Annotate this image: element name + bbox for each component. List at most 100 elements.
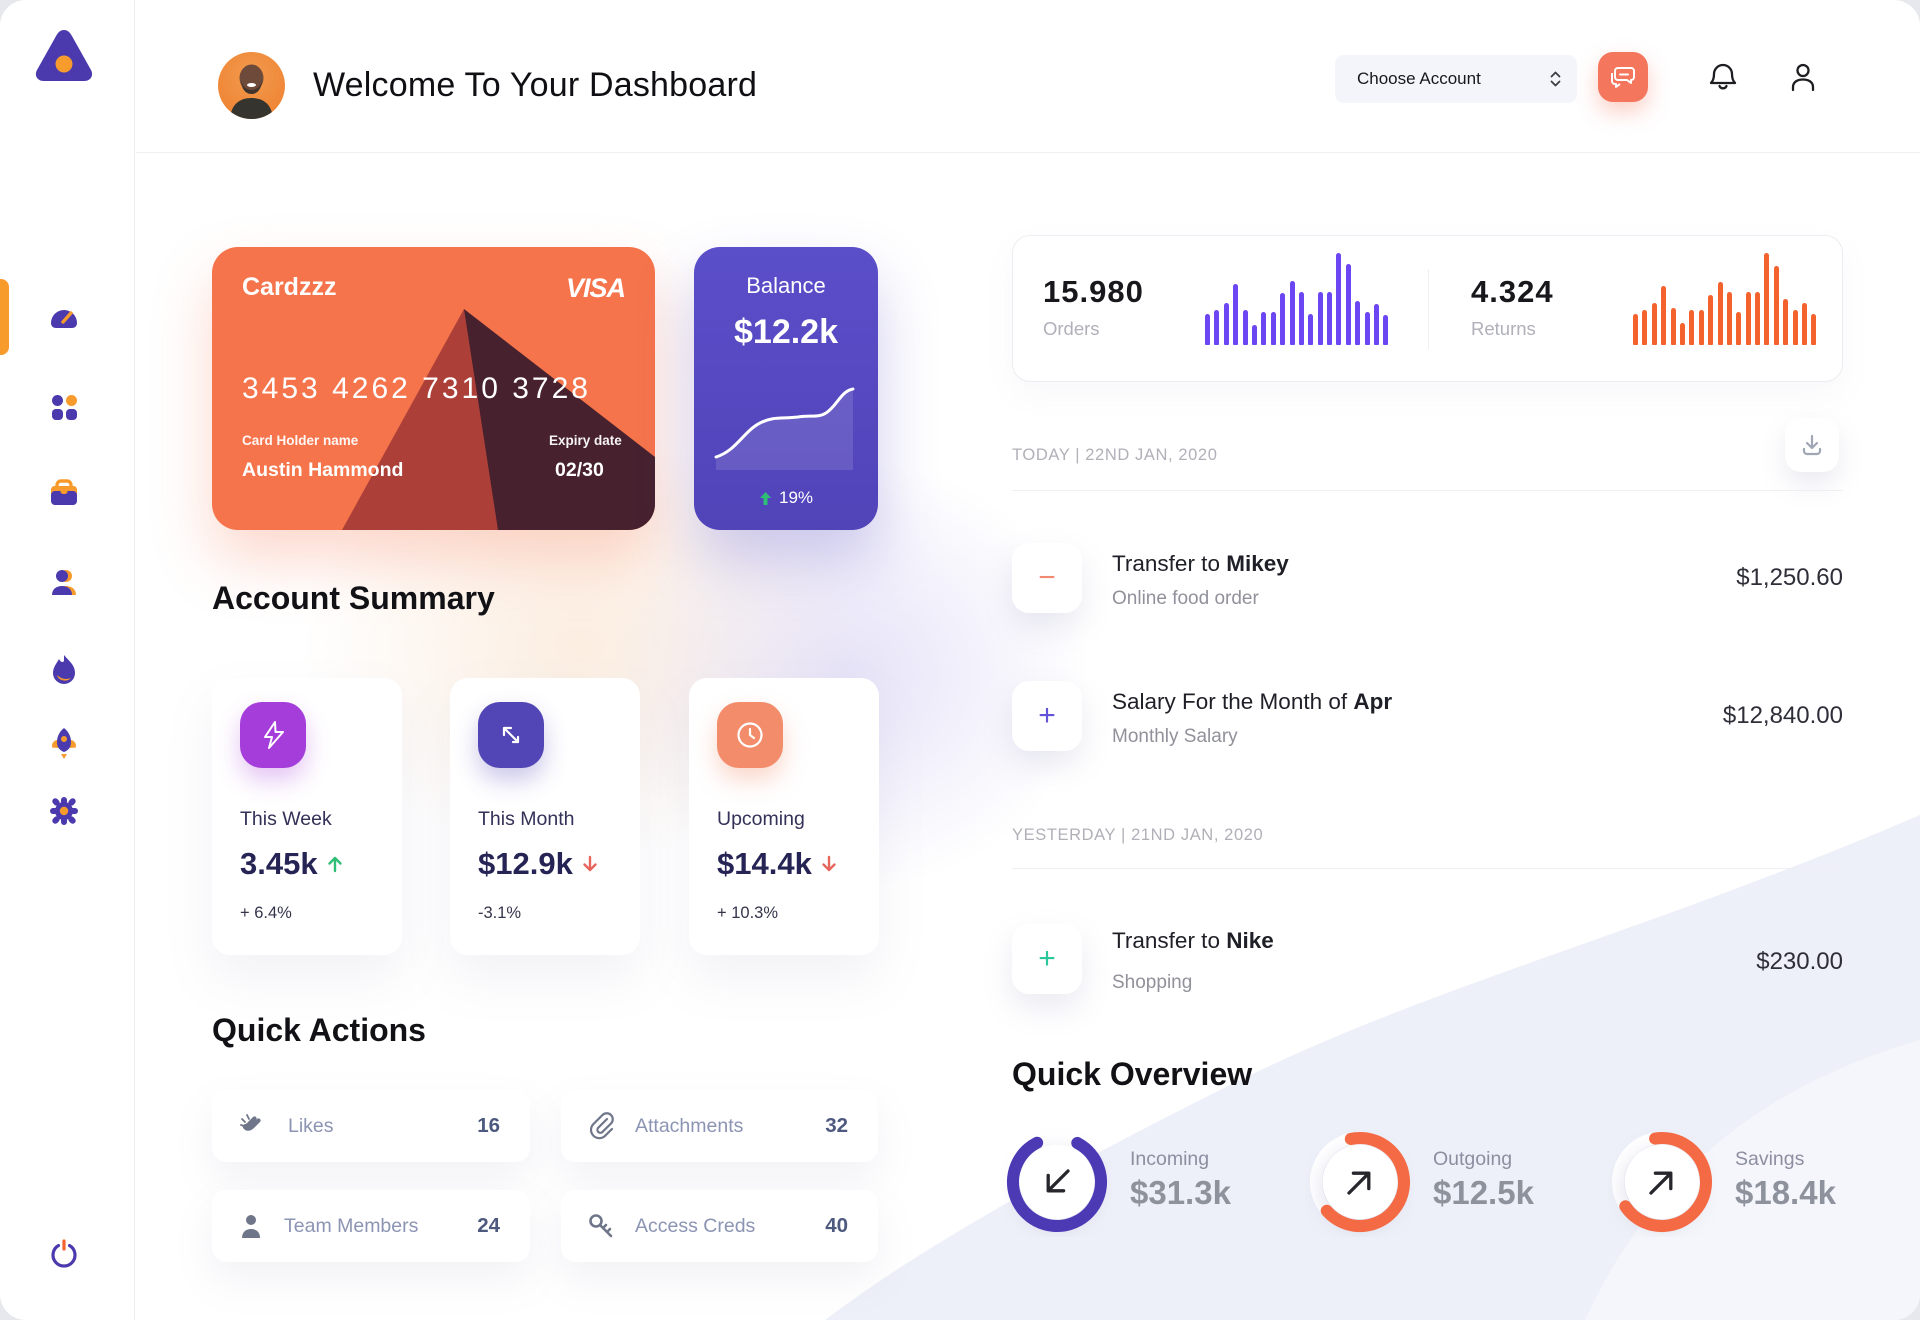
overview-value: $12.5k <box>1433 1174 1534 1211</box>
balance-sparkline <box>714 387 855 470</box>
quick-action-likes[interactable]: Likes 16 <box>212 1090 530 1162</box>
quick-action-count: 32 <box>825 1114 848 1137</box>
quick-action-count: 40 <box>825 1214 848 1237</box>
transaction-amount: $12,840.00 <box>1722 702 1843 729</box>
transaction-sign-plus: + <box>1012 681 1082 751</box>
trend-down-icon <box>822 855 836 872</box>
page-title: Welcome To Your Dashboard <box>313 66 758 104</box>
trend-up-icon <box>327 856 342 873</box>
summary-value: $14.4k <box>717 846 837 882</box>
summary-delta: + 6.4% <box>240 904 292 922</box>
divider <box>1012 868 1843 869</box>
summary-label: Upcoming <box>717 808 805 830</box>
stats-divider <box>1428 269 1429 349</box>
card-holder-name: Austin Hammond <box>242 459 404 481</box>
summary-value: $12.9k <box>478 846 598 882</box>
orders-returns-card: 15.980 Orders 4.324 Returns <box>1012 235 1843 382</box>
choose-account-select[interactable]: Choose Account <box>1335 55 1577 103</box>
balance-card[interactable]: Balance $12.2k 19% <box>694 247 878 530</box>
overview-label: Incoming <box>1130 1148 1210 1170</box>
summary-delta: + 10.3% <box>717 904 779 922</box>
summary-label: This Month <box>478 808 575 830</box>
transaction-sign-minus: − <box>1012 543 1082 613</box>
quick-actions-title: Quick Actions <box>212 1012 426 1048</box>
card-pyramid-graphic <box>342 309 655 530</box>
sidebar-item-launch-rocket-icon[interactable] <box>47 726 81 760</box>
diagonal-arrows-icon <box>478 702 544 768</box>
returns-value: 4.324 <box>1471 274 1554 309</box>
summary-card-this-week[interactable]: This Week 3.45k + 6.4% <box>212 678 402 955</box>
sidebar-item-settings-gear-icon[interactable] <box>47 794 81 828</box>
balance-value: $12.2k <box>734 313 838 351</box>
transaction-amount: $230.00 <box>1756 948 1843 975</box>
sidebar <box>0 0 135 1320</box>
visa-logo: VISA <box>565 273 626 303</box>
quick-action-count: 24 <box>477 1214 500 1237</box>
select-chevrons-icon <box>1550 71 1561 87</box>
card-name: Cardzzz <box>242 273 337 301</box>
quick-action-count: 16 <box>477 1114 500 1137</box>
transaction-title: Transfer to Nike <box>1112 928 1274 953</box>
card-number: 3453 4262 7310 3728 <box>242 372 591 405</box>
overview-value: $18.4k <box>1735 1174 1836 1211</box>
sidebar-item-people-user-icon[interactable] <box>47 566 81 600</box>
outgoing-donut <box>1309 1131 1411 1233</box>
orders-label: Orders <box>1043 318 1100 339</box>
expiry-date: 02/30 <box>555 459 604 481</box>
download-button[interactable] <box>1785 418 1839 472</box>
transaction-amount: $1,250.60 <box>1736 564 1843 591</box>
divider <box>1012 490 1843 491</box>
overview-label: Savings <box>1735 1148 1805 1170</box>
paperclip-icon <box>589 1112 614 1140</box>
user-avatar[interactable] <box>218 52 285 119</box>
card-holder-label: Card Holder name <box>242 433 359 448</box>
account-summary-title: Account Summary <box>212 580 495 616</box>
logout-power-icon[interactable] <box>47 1237 81 1271</box>
quick-action-label: Team Members <box>284 1214 419 1237</box>
credit-card[interactable]: Cardzzz VISA 3453 4262 7310 3728 Card Ho… <box>212 247 655 530</box>
quick-action-team-members[interactable]: Team Members 24 <box>212 1190 530 1262</box>
chat-bubbles-icon <box>1611 67 1635 88</box>
balance-label: Balance <box>746 273 826 298</box>
key-icon <box>589 1214 613 1238</box>
quick-action-attachments[interactable]: Attachments 32 <box>561 1090 878 1162</box>
quick-action-label: Likes <box>288 1114 334 1137</box>
sidebar-item-trending-flame-icon[interactable] <box>47 652 81 686</box>
summary-value: 3.45k <box>240 846 343 882</box>
trend-down-icon <box>583 855 597 872</box>
overview-label: Outgoing <box>1433 1148 1513 1170</box>
notifications-bell-icon[interactable] <box>1704 58 1742 96</box>
sidebar-item-dashboard-speedometer-icon[interactable] <box>47 299 81 333</box>
up-arrow-icon <box>759 491 771 505</box>
summary-card-upcoming[interactable]: Upcoming $14.4k + 10.3% <box>689 678 879 955</box>
transaction-title: Transfer to Mikey <box>1112 551 1289 576</box>
app-logo[interactable] <box>32 26 96 91</box>
quick-action-label: Access Creds <box>635 1214 756 1237</box>
transaction-title: Salary For the Month of Apr <box>1112 689 1393 714</box>
orders-mini-bar-chart <box>1205 253 1389 345</box>
transaction-sign-plus: + <box>1012 924 1082 994</box>
overview-value: $31.3k <box>1130 1174 1231 1211</box>
transaction-subtitle: Online food order <box>1112 588 1259 609</box>
member-icon <box>242 1215 260 1238</box>
active-nav-indicator <box>0 279 9 355</box>
sidebar-item-apps-grid-icon[interactable] <box>47 390 81 424</box>
chat-button[interactable] <box>1598 52 1648 102</box>
transactions-group-header: TODAY | 22ND JAN, 2020 <box>1012 446 1218 464</box>
transactions-group-header: YESTERDAY | 21ND JAN, 2020 <box>1012 826 1264 844</box>
profile-user-icon[interactable] <box>1784 58 1822 96</box>
transaction-subtitle: Shopping <box>1112 972 1193 993</box>
summary-card-this-month[interactable]: This Month $12.9k -3.1% <box>450 678 640 955</box>
quick-action-access-creds[interactable]: Access Creds 40 <box>561 1190 878 1262</box>
download-icon <box>1802 434 1822 456</box>
sidebar-item-work-briefcase-icon[interactable] <box>47 476 81 510</box>
summary-label: This Week <box>240 808 332 830</box>
bolt-icon <box>240 702 306 768</box>
orders-value: 15.980 <box>1043 274 1144 309</box>
incoming-donut <box>1006 1131 1108 1233</box>
balance-change: 19% <box>778 488 814 507</box>
transaction-subtitle: Monthly Salary <box>1112 726 1238 747</box>
summary-delta: -3.1% <box>478 904 522 922</box>
balance-trend: 19% <box>694 488 878 508</box>
